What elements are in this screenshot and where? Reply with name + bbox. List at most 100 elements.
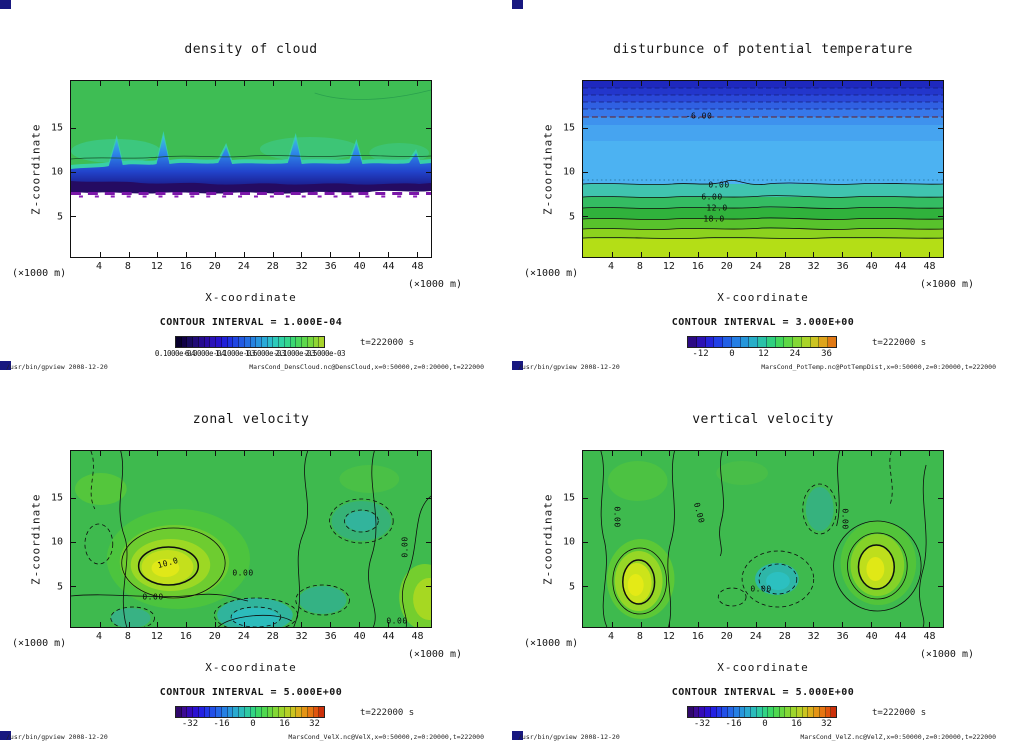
colorbar-tick-labels: -12 0 12 24 36: [687, 349, 837, 360]
window-footer: /usr/bin/gpview 2008-12-20 MarsCond_Dens…: [6, 363, 484, 371]
x-axis-label: X-coordinate: [717, 661, 809, 674]
colorbar-cell: [210, 337, 217, 347]
colorbar-cell: [227, 707, 234, 717]
window-corner-mark: [0, 0, 11, 9]
x-tick-label: 20: [720, 631, 733, 642]
colorbar-cell: [766, 337, 776, 347]
x-axis-label: X-coordinate: [205, 291, 297, 304]
colorbar-cell: [739, 707, 746, 717]
y-tick-label: 5: [568, 581, 575, 593]
y-axis-ticks: 5 10 15: [550, 450, 578, 628]
colorbar-cell: [775, 337, 785, 347]
colorbar-cell: [313, 707, 320, 717]
colorbar-cell: [810, 337, 820, 347]
panel-zonal-velocity: zonal velocity Z-coordinate 5 10 15: [0, 370, 512, 741]
window-corner-mark: [0, 731, 11, 740]
colorbar-cell: [267, 337, 274, 347]
colorbar-tick-label: 16: [279, 719, 290, 729]
time-label: t=222000 s: [872, 338, 927, 348]
x-tick-label: 12: [150, 261, 163, 272]
colorbar-cell: [284, 337, 291, 347]
colorbar-tick-label: 16: [791, 719, 802, 729]
y-axis-ticks: 5 10 15: [38, 450, 66, 628]
colorbar-tick-label: -16: [725, 719, 742, 729]
colorbar-cell: [216, 707, 222, 717]
x-tick-label: 12: [662, 631, 675, 642]
x-tick-label: 40: [865, 631, 878, 642]
plot-title: zonal velocity: [192, 412, 310, 427]
colorbar-cell: [284, 707, 291, 717]
colorbar-cell: [181, 707, 188, 717]
colorbar-tick-label: -12: [692, 349, 709, 359]
colorbar-cell: [722, 707, 729, 717]
colorbar-cell: [307, 337, 314, 347]
y-tick-label: 10: [562, 536, 575, 548]
colorbar-cell: [296, 337, 303, 347]
x-tick-label: 32: [295, 631, 308, 642]
colorbar-cell: [831, 707, 837, 717]
x-tick-label: 24: [749, 261, 762, 272]
colorbar-tick-labels: -32 -16 0 16 32: [687, 719, 837, 730]
colorbar-cell: [714, 337, 724, 347]
x-tick-label: 16: [691, 261, 704, 272]
x-tick-label: 8: [124, 631, 131, 642]
colorbar-cell: [193, 337, 199, 347]
y-tick-label: 15: [562, 492, 575, 504]
x-tick-label: 28: [778, 261, 791, 272]
y-tick-label: 10: [50, 166, 63, 178]
datafile-label: MarsCond_DensCloud.nc@DensCloud,x=0:5000…: [249, 363, 484, 371]
colorbar-cell: [290, 337, 297, 347]
colorbar-cell: [688, 337, 697, 347]
colorbar-tick-label: 2.1000e-03: [274, 349, 316, 358]
plot-title: density of cloud: [184, 42, 318, 57]
colorbar-tick-label: 36: [821, 349, 832, 359]
command-label: /usr/bin/gpview 2008-12-20: [518, 363, 620, 371]
colorbar-tick-label: -32: [181, 719, 199, 729]
colorbar-cell: [796, 707, 803, 717]
command-label: /usr/bin/gpview 2008-12-20: [518, 733, 620, 741]
x-tick-label: 8: [636, 261, 643, 272]
colorbar-cell: [733, 707, 740, 717]
colorbar-tick-label: -16: [213, 719, 230, 729]
command-label: /usr/bin/gpview 2008-12-20: [6, 363, 108, 371]
x-tick-label: 48: [411, 631, 424, 642]
plot-area-vertical-velocity: 0.00 0.00 0.00 0.00: [582, 450, 944, 628]
x-tick-label: 44: [382, 261, 395, 272]
colorbar-cell: [723, 337, 732, 347]
colorbar-cell: [785, 707, 792, 717]
colorbar-cell: [176, 707, 182, 717]
colorbar-tick-label: 0: [250, 719, 256, 729]
x-tick-label: 12: [662, 261, 675, 272]
x-tick-label: 40: [353, 261, 366, 272]
colorbar-cell: [828, 337, 837, 347]
x-tick-label: 28: [266, 261, 279, 272]
colorbar-cell: [193, 707, 199, 717]
x-tick-label: 12: [150, 631, 163, 642]
x-tick-label: 48: [411, 261, 424, 272]
colorbar-cell: [768, 707, 775, 717]
panel-vertical-velocity: vertical velocity Z-coordinate 5 10 15: [512, 370, 1024, 741]
plot-area-zonal-velocity: 10.0 0.00 0.00 0.00 0.00: [70, 450, 432, 628]
colorbar-cell: [279, 707, 285, 717]
colorbar-cell: [814, 707, 820, 717]
x-axis-label: X-coordinate: [205, 661, 297, 674]
panel-density-of-cloud: density of cloud Z-coordinate 5 10 15: [0, 0, 512, 371]
y-axis-ticks: 5 10 15: [550, 80, 578, 258]
x-tick-label: 24: [749, 631, 762, 642]
y-tick-label: 10: [562, 166, 575, 178]
x-axis-ticks: 4 8 12 16 20 24 28 32 36 40 44 48: [70, 631, 432, 643]
window-corner-mark: [512, 0, 523, 9]
colorbar-cell: [745, 707, 752, 717]
x-axis-ticks: 4 8 12 16 20 24 28 32 36 40 44 48: [70, 261, 432, 273]
window-corner-mark: [0, 361, 11, 370]
colorbar-tick-label: 12: [758, 349, 769, 359]
colorbar-cell: [791, 707, 797, 717]
x-axis-unit: (×1000 m): [919, 279, 974, 290]
window-corner-mark: [512, 361, 523, 370]
colorbar-cell: [699, 707, 706, 717]
colorbar-cell: [296, 707, 303, 717]
x-tick-label: 44: [894, 261, 907, 272]
colorbar-cell: [307, 707, 314, 717]
y-axis-unit: (×1000 m): [524, 268, 579, 279]
